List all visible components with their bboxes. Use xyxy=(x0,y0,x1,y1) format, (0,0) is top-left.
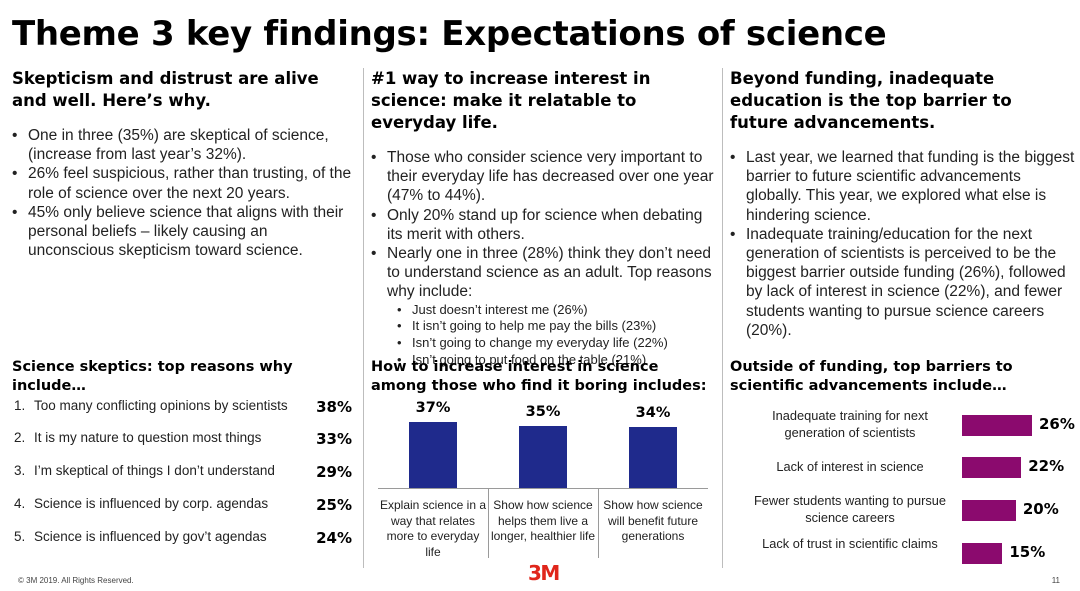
bullet-item: Inadequate training/education for the ne… xyxy=(730,225,1075,340)
sub-bullet-list: Just doesn’t interest me (26%) It isn’t … xyxy=(387,302,721,369)
chart-category-separator xyxy=(598,488,599,558)
reason-item: 4. Science is influenced by corp. agenda… xyxy=(12,496,352,516)
chart-category-label: Inadequate training for next generation … xyxy=(772,408,928,440)
bullet-list: Last year, we learned that funding is th… xyxy=(730,148,1075,340)
chart-category-label: Lack of interest in science xyxy=(776,459,924,474)
chart-value-label: 34% xyxy=(635,405,671,422)
chart-value-label: 22% xyxy=(1028,457,1065,475)
bullet-item: 26% feel suspicious, rather than trustin… xyxy=(12,164,357,202)
bullet-list: Those who consider science very importan… xyxy=(371,148,721,302)
reason-number: 5. xyxy=(14,529,26,544)
reason-label: It is my nature to question most things xyxy=(34,430,262,445)
column-heading: Beyond funding, inadequate education is … xyxy=(730,69,1012,132)
reason-percent: 33% xyxy=(316,430,352,448)
reason-percent: 29% xyxy=(316,463,352,481)
reason-number: 3. xyxy=(14,463,26,478)
reasons-list: 1. Too many conflicting opinions by scie… xyxy=(12,398,352,558)
reason-number: 2. xyxy=(14,430,26,445)
chart-category-label: Show how science helps them live a longe… xyxy=(490,498,596,543)
reason-item: 1. Too many conflicting opinions by scie… xyxy=(12,398,352,418)
sub-bullet-item: Isn’t going to put food on the table (21… xyxy=(387,352,721,369)
chart-category-label: Lack of trust in scientific claims xyxy=(762,536,938,551)
column-divider xyxy=(363,68,364,568)
column-heading: #1 way to increase interest in science: … xyxy=(371,69,651,132)
reason-percent: 25% xyxy=(316,496,352,514)
chart-bar xyxy=(519,425,567,488)
bullet-item: Those who consider science very importan… xyxy=(371,148,721,206)
column-skepticism: Skepticism and distrust are alive and we… xyxy=(12,68,357,260)
reason-percent: 24% xyxy=(316,529,352,547)
3m-logo: 3M xyxy=(528,561,560,585)
reason-label: Too many conflicting opinions by scienti… xyxy=(34,398,288,413)
chart-heading: Outside of funding, top barriers to scie… xyxy=(730,359,1013,394)
chart-category-label: Show how science will benefit future gen… xyxy=(603,498,703,543)
column-divider xyxy=(722,68,723,568)
bullet-item: Only 20% stand up for science when debat… xyxy=(371,206,721,244)
chart-value-label: 37% xyxy=(415,400,451,416)
reason-item: 3. I’m skeptical of things I don’t under… xyxy=(12,463,352,483)
reason-label: I’m skeptical of things I don’t understa… xyxy=(34,463,275,478)
chart-bar xyxy=(962,500,1016,521)
reason-number: 1. xyxy=(14,398,26,413)
column-interest: #1 way to increase interest in science: … xyxy=(371,68,721,369)
bullet-list: One in three (35%) are skeptical of scie… xyxy=(12,126,357,260)
chart-bar xyxy=(962,543,1003,564)
barriers-bar-chart: 26% Inadequate training for next generati… xyxy=(730,400,1075,570)
copyright-footer: © 3M 2019. All Rights Reserved. xyxy=(18,576,134,585)
chart-value-label: 20% xyxy=(1022,500,1059,518)
chart-heading: How to increase interest in science amon… xyxy=(371,359,707,394)
chart-value-label: 26% xyxy=(1039,415,1075,433)
chart-category-separator xyxy=(488,488,489,558)
reason-item: 5. Science is influenced by gov’t agenda… xyxy=(12,529,352,549)
chart-category-label: Fewer students wanting to pursue science… xyxy=(753,493,947,525)
interest-bar-chart: 37% Explain science in a way that relates… xyxy=(378,398,708,563)
chart-value-label: 15% xyxy=(1009,543,1046,561)
reasons-heading: Science skeptics: top reasons why includ… xyxy=(12,359,293,394)
column-barriers: Beyond funding, inadequate education is … xyxy=(730,68,1075,340)
chart-category-label: Explain science in a way that relates mo… xyxy=(379,498,487,559)
chart-bar xyxy=(409,422,457,488)
sub-bullet-item: It isn’t going to help me pay the bills … xyxy=(387,318,721,335)
reason-label: Science is influenced by gov’t agendas xyxy=(34,529,267,544)
page-title: Theme 3 key findings: Expectations of sc… xyxy=(12,14,887,54)
page-number: 11 xyxy=(1051,576,1060,585)
bullet-item: 45% only believe science that aligns wit… xyxy=(12,203,357,261)
reason-item: 2. It is my nature to question most thin… xyxy=(12,430,352,450)
column-heading: Skepticism and distrust are alive and we… xyxy=(12,69,319,110)
sub-bullet-item: Just doesn’t interest me (26%) xyxy=(387,302,721,319)
chart-bar xyxy=(962,457,1022,478)
chart-bar xyxy=(962,415,1032,436)
chart-axis-line xyxy=(378,488,708,489)
sub-bullet-item: Isn’t going to change my everyday life (… xyxy=(387,335,721,352)
chart-value-label: 35% xyxy=(525,403,561,420)
bullet-item: Last year, we learned that funding is th… xyxy=(730,148,1075,225)
bullet-item: Nearly one in three (28%) think they don… xyxy=(371,244,721,302)
bullet-item: One in three (35%) are skeptical of scie… xyxy=(12,126,357,164)
reason-number: 4. xyxy=(14,496,26,511)
reason-percent: 38% xyxy=(316,398,352,416)
reason-label: Science is influenced by corp. agendas xyxy=(34,496,269,511)
chart-bar xyxy=(629,427,677,488)
